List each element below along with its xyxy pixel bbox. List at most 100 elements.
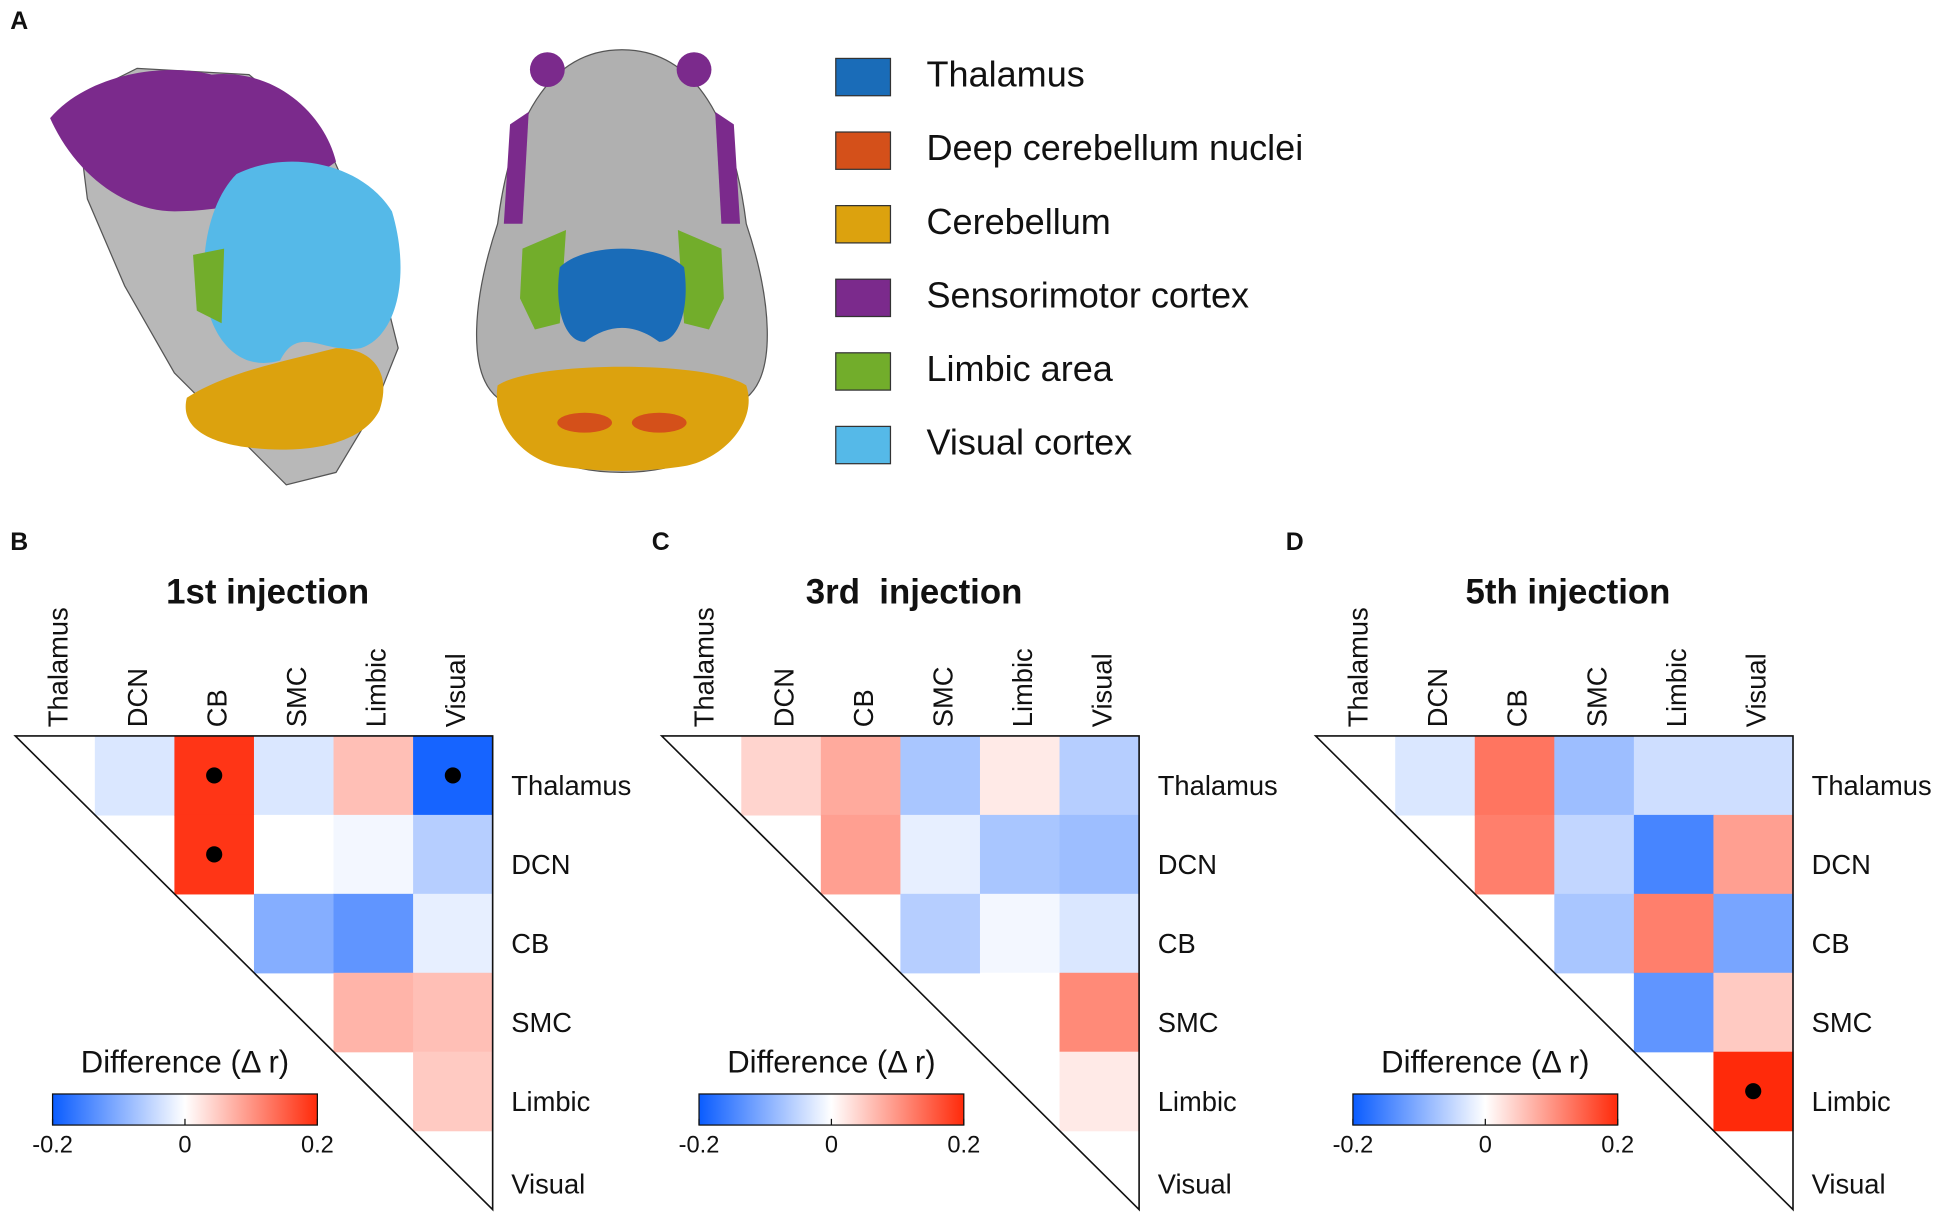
significance-dot — [206, 767, 223, 784]
legend-swatch — [835, 425, 892, 465]
row-label: Thalamus — [1812, 770, 1932, 801]
legend-label: Cerebellum — [927, 201, 1111, 242]
row-label: DCN — [1812, 849, 1871, 880]
column-label: Limbic — [1661, 648, 1692, 727]
row-label: CB — [1812, 928, 1850, 959]
heatmap-cell — [94, 735, 176, 816]
row-label: SMC — [1158, 1007, 1219, 1038]
chart-title: 3rd injection — [806, 572, 1023, 611]
heatmap-cell — [979, 735, 1061, 816]
colorbar-tick-label: -0.2 — [679, 1132, 720, 1158]
heatmap-cell — [1554, 893, 1635, 974]
heatmap-cell — [1633, 814, 1715, 895]
significance-dot — [444, 767, 461, 784]
heatmap-cell — [1713, 893, 1794, 974]
heatmap-cell — [979, 893, 1061, 974]
heatmap-cell — [253, 893, 335, 974]
column-label: SMC — [1581, 667, 1612, 728]
row-label: DCN — [1158, 849, 1217, 880]
matrix-outline — [659, 735, 1140, 1212]
column-label: Visual — [1740, 653, 1771, 727]
column-label: Visual — [440, 653, 471, 727]
heatmap-cell — [333, 814, 414, 895]
heatmap-cell — [413, 1051, 494, 1132]
colorbar-tick-label: 0.2 — [301, 1132, 334, 1158]
legend-label: Limbic area — [927, 348, 1114, 389]
colorbar-tick-label: -0.2 — [1333, 1132, 1374, 1158]
legend-label: Sensorimotor cortex — [927, 274, 1250, 315]
heatmap-cell — [1713, 972, 1794, 1053]
legend-label: Visual cortex — [927, 422, 1133, 463]
colorbar-label: Difference (Δ r) — [727, 1044, 935, 1079]
heatmap-cell — [1474, 814, 1555, 895]
column-label: DCN — [1422, 668, 1453, 727]
legend-swatch — [835, 57, 892, 97]
chart-title: 1st injection — [166, 572, 369, 611]
row-label: Visual — [511, 1169, 585, 1200]
heatmap-cell — [820, 814, 902, 895]
column-label: SMC — [927, 667, 958, 728]
column-label: Thalamus — [42, 607, 73, 727]
heatmap-cell — [1713, 814, 1794, 895]
colorbar-label: Difference (Δ r) — [81, 1044, 289, 1079]
column-label: Thalamus — [1343, 607, 1374, 727]
heatmap-cell — [1059, 1051, 1140, 1132]
heatmap-cell — [1474, 735, 1555, 816]
heatmap-cell — [1059, 893, 1140, 974]
legend-swatch — [835, 131, 892, 170]
legend-swatch — [835, 352, 892, 391]
heatmap-cell — [741, 735, 822, 816]
matrix-outline — [1313, 735, 1794, 1212]
colorbar-tick-label: 0 — [825, 1132, 838, 1158]
row-label: Thalamus — [1158, 770, 1278, 801]
row-label: Limbic — [1812, 1086, 1891, 1117]
heatmap-cell — [820, 735, 902, 816]
column-label: CB — [201, 689, 232, 727]
heatmap-cell — [413, 972, 494, 1053]
row-label: Limbic — [511, 1086, 590, 1117]
chart-title: 5th injection — [1466, 572, 1671, 611]
heatmap-cell — [253, 735, 335, 816]
panel-label: C — [652, 528, 670, 556]
colorbar-tick-label: 0.2 — [1601, 1132, 1634, 1158]
row-label: Thalamus — [511, 770, 631, 801]
significance-dot — [1745, 1083, 1762, 1100]
heatmap-cell — [1554, 735, 1635, 816]
colorbar-tick-label: 0.2 — [947, 1132, 980, 1158]
heatmap-cell — [1395, 735, 1476, 816]
column-label: DCN — [768, 668, 799, 727]
column-label: Visual — [1087, 653, 1118, 727]
heatmap-cell — [253, 814, 335, 895]
heatmap-cell — [1633, 893, 1715, 974]
row-label: CB — [511, 928, 549, 959]
colorbar-tick-label: 0 — [178, 1132, 191, 1158]
legend-swatch — [835, 204, 892, 244]
heatmap-cell — [1713, 735, 1794, 816]
panel-label: D — [1286, 528, 1304, 556]
row-label: DCN — [511, 849, 570, 880]
heatmap-cell — [1554, 814, 1635, 895]
heatmap-cell — [979, 814, 1061, 895]
column-label: DCN — [122, 668, 153, 727]
row-label: SMC — [511, 1007, 572, 1038]
heatmap-cell — [1633, 735, 1715, 816]
significance-dot — [206, 846, 223, 863]
heatmap-cell — [900, 814, 981, 895]
column-label: Thalamus — [689, 607, 720, 727]
heatmap-cell — [1059, 972, 1140, 1053]
panel-label: B — [10, 528, 28, 556]
brain-side-view — [50, 67, 401, 486]
legend-label: Deep cerebellum nuclei — [927, 127, 1304, 168]
colorbar-label: Difference (Δ r) — [1381, 1044, 1589, 1079]
heatmap-cell — [900, 893, 981, 974]
column-label: SMC — [281, 667, 312, 728]
row-label: Visual — [1158, 1169, 1232, 1200]
row-label: Visual — [1812, 1169, 1886, 1200]
row-label: Limbic — [1158, 1086, 1237, 1117]
heatmap-cell — [1059, 814, 1140, 895]
heatmap-cell — [900, 735, 981, 816]
legend-label: Thalamus — [927, 54, 1085, 95]
heatmap-cell — [979, 972, 1061, 1053]
column-label: Limbic — [1007, 648, 1038, 727]
